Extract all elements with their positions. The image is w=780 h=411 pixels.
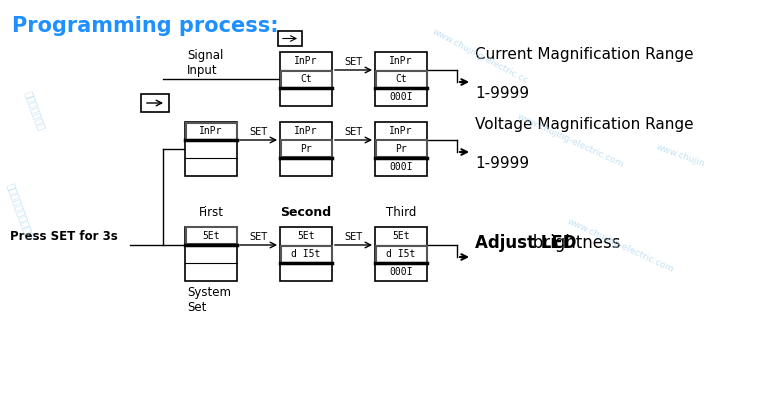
Text: 5Et: 5Et [202,231,220,241]
Text: Press SET for 3s: Press SET for 3s [10,229,118,242]
Bar [280,227,332,281]
Bar [141,94,169,112]
Bar [280,122,332,176]
Bar [375,71,427,88]
Text: Second: Second [281,206,332,219]
Text: 000I: 000I [389,267,413,277]
Bar [375,52,427,106]
Text: 5Et: 5Et [297,231,315,241]
Text: InPr: InPr [389,126,413,136]
Text: SET: SET [345,232,363,242]
Text: d I5t: d I5t [386,249,416,259]
Text: Programming process:: Programming process: [12,16,278,36]
Bar [186,228,236,245]
Text: SET: SET [345,57,363,67]
Text: System
Set: System Set [187,286,231,314]
Text: 上海楚利电气有限公司: 上海楚利电气有限公司 [5,182,35,240]
Text: 1-9999: 1-9999 [475,85,529,101]
Text: brightness: brightness [475,234,621,252]
Text: Voltage Magnification Range: Voltage Magnification Range [475,117,693,132]
Text: www.chujing-electric.cc: www.chujing-electric.cc [431,27,530,85]
Text: Ct: Ct [395,74,407,84]
Text: 000I: 000I [389,162,413,172]
Text: InPr: InPr [294,56,317,66]
Text: SET: SET [250,127,268,137]
Text: First: First [198,206,224,219]
Bar [375,141,427,157]
Text: InPr: InPr [389,56,413,66]
Bar [375,227,427,281]
Text: 利电气有限公司: 利电气有限公司 [23,90,47,132]
Text: www.chujing-electric.com: www.chujing-electric.com [566,217,675,275]
Text: Third: Third [386,206,417,219]
Text: www.chujing-electric.com: www.chujing-electric.com [516,112,625,170]
Bar [280,52,332,106]
Text: 000I: 000I [389,92,413,102]
Text: Adjust LED: Adjust LED [475,234,576,252]
Bar [185,122,237,176]
Bar [281,141,332,157]
Text: Ct: Ct [300,74,312,84]
Text: 1-9999: 1-9999 [475,155,529,171]
Text: Current Magnification Range: Current Magnification Range [475,47,693,62]
Text: InPr: InPr [294,126,317,136]
Bar [375,245,427,263]
Text: Pr: Pr [300,144,312,154]
Text: SET: SET [345,127,363,137]
Bar [375,122,427,176]
Bar [281,71,332,88]
Bar [281,245,332,263]
Text: InPr: InPr [199,126,223,136]
Bar [185,227,237,281]
Bar [278,31,302,46]
Text: Pr: Pr [395,144,407,154]
Text: 5Et: 5Et [392,231,410,241]
Text: SET: SET [250,232,268,242]
Text: www.chujin: www.chujin [654,143,706,169]
Text: d I5t: d I5t [291,249,321,259]
Bar [186,122,236,139]
Text: Signal
Input: Signal Input [187,49,223,77]
